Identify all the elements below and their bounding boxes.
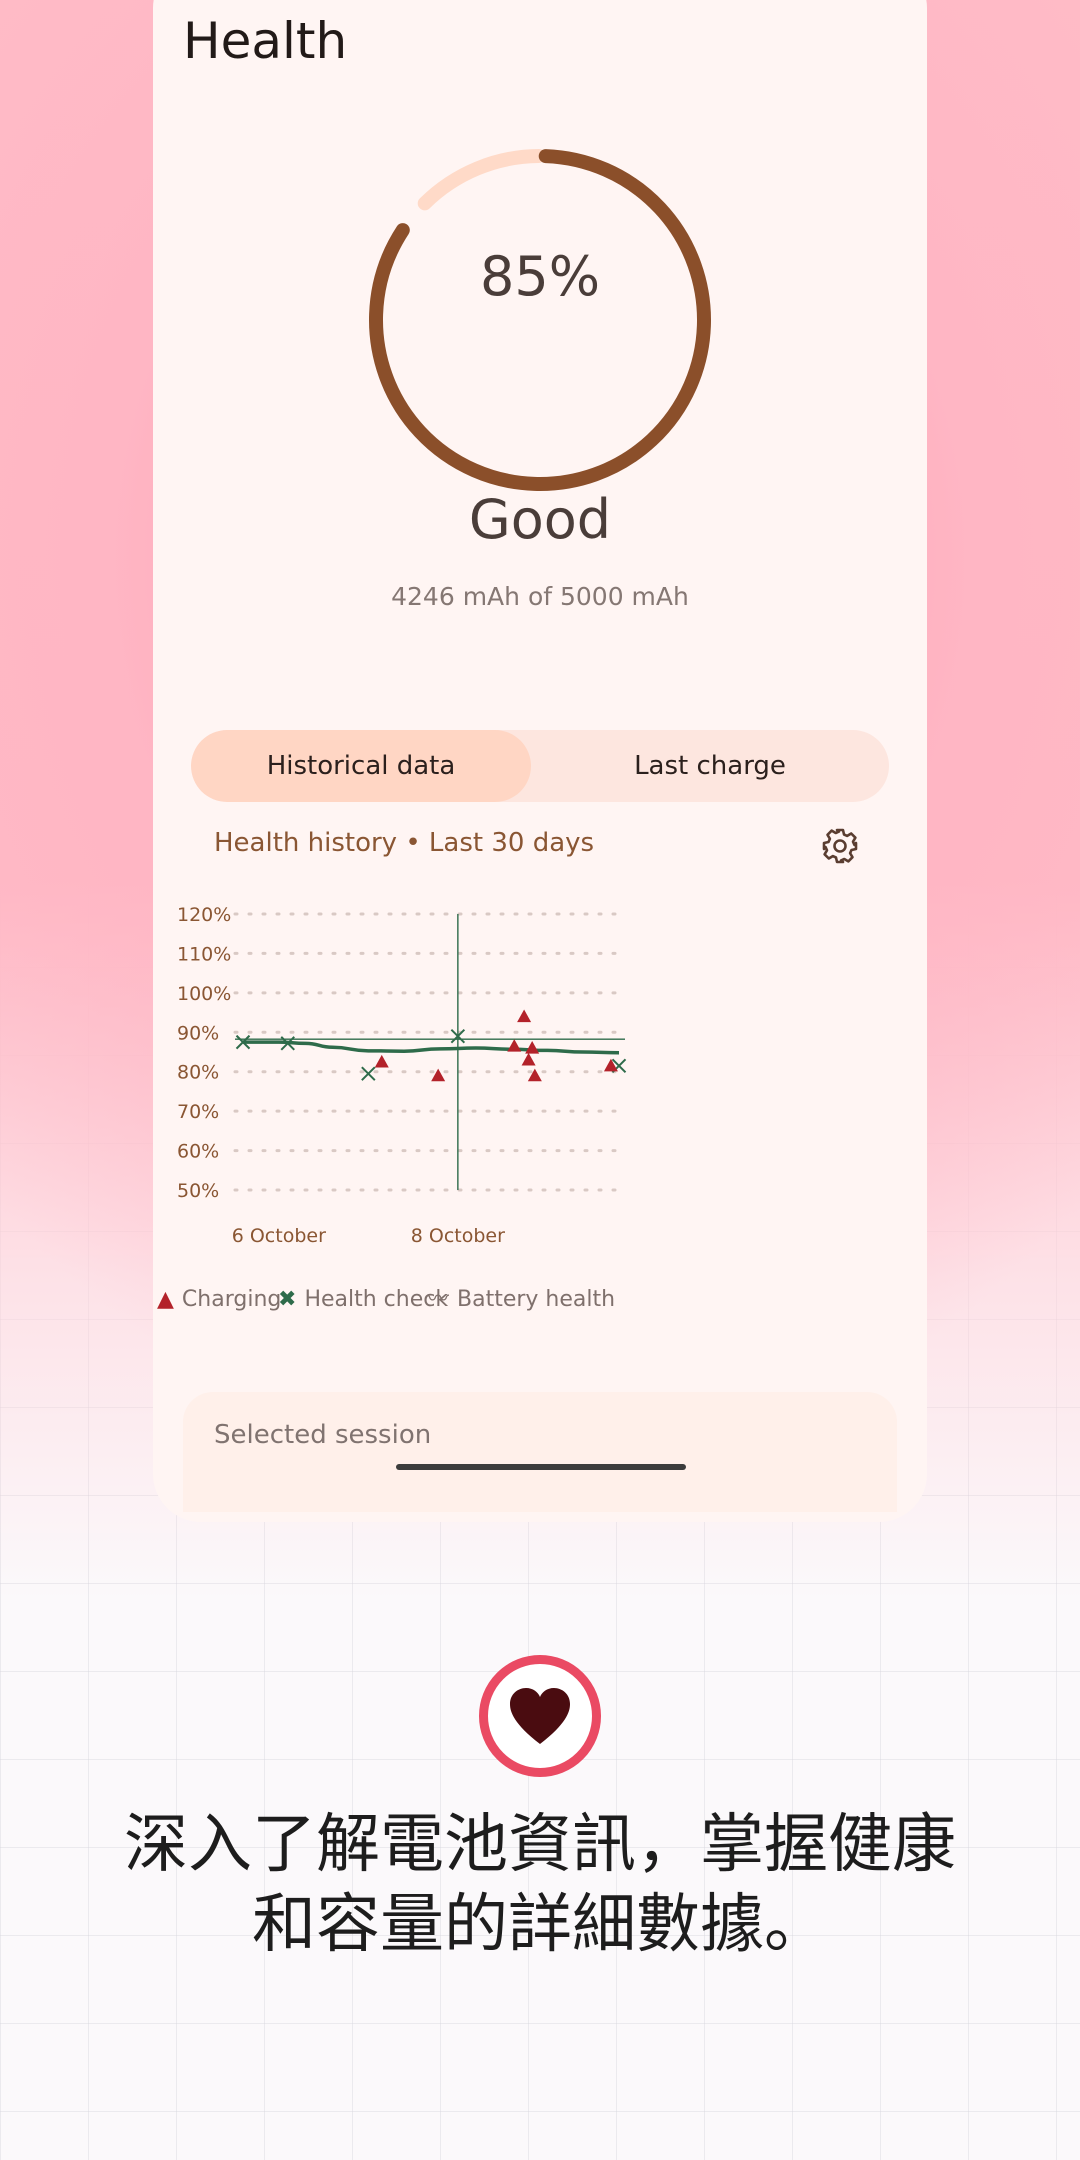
y-tick-label: 50%: [177, 1180, 219, 1202]
health-status: Good: [468, 488, 612, 551]
legend-charging-label: Charging: [181, 1287, 282, 1312]
caption-line-2: 和容量的詳細數據。: [252, 1888, 828, 1962]
battery-health-line: [243, 1040, 620, 1055]
gear-icon[interactable]: [820, 826, 860, 866]
chart-legend: ▲ Charging ✖ Health check 〰 Battery health: [153, 1282, 927, 1318]
legend-health-check: ✖ Health check: [278, 1282, 448, 1318]
charging-point: [517, 1009, 532, 1023]
charging-point: [603, 1058, 618, 1072]
charging-point: [431, 1068, 446, 1082]
legend-battery-health: 〰 Battery health: [427, 1282, 615, 1318]
wave-icon: 〰: [427, 1287, 450, 1312]
health-check-point: [280, 1036, 295, 1051]
charging-point: [521, 1052, 536, 1066]
legend-battery-health-label: Battery health: [457, 1287, 616, 1312]
health-history-chart: 120% 110% 100% 90% 80% 70% 60% 50% 6 October 8 Oc…: [177, 904, 627, 1247]
gauge-fill: [369, 148, 711, 491]
heart-icon: [510, 1688, 570, 1744]
health-check-point: [235, 1034, 251, 1050]
x-tick-label: 8 October: [411, 1225, 505, 1247]
tab-last-charge[interactable]: Last charge: [634, 751, 786, 781]
y-tick-label: 70%: [177, 1101, 219, 1123]
y-tick-label: 60%: [177, 1141, 219, 1163]
triangle-icon: ▲: [157, 1287, 174, 1312]
capacity-text: 4246 mAh of 5000 mAh: [391, 582, 689, 611]
selected-session-card[interactable]: Selected session: [183, 1392, 897, 1512]
y-tick-label: 100%: [177, 983, 231, 1005]
marketing-caption: 深入了解電池資訊，掌握健康 和容量的詳細數據。: [60, 1805, 1020, 1965]
y-tick-label: 80%: [177, 1062, 219, 1084]
phone-screen: Health 85% Good 4246 mAh of 5000 mAh His…: [153, 0, 927, 1522]
heart-badge: [479, 1655, 601, 1777]
y-tick-label: 120%: [177, 904, 231, 926]
chart-title: Health history • Last 30 days: [214, 828, 595, 858]
charging-point: [507, 1039, 522, 1052]
tab-historical-data[interactable]: Historical data: [191, 730, 531, 802]
caption-line-1: 深入了解電池資訊，掌握健康: [124, 1808, 956, 1882]
page-title: Health: [183, 12, 348, 70]
gauge-track: [369, 149, 711, 491]
selected-session-label: Selected session: [214, 1420, 432, 1450]
charging-point: [527, 1068, 542, 1082]
view-toggle: Historical data Last charge: [191, 730, 889, 802]
y-tick-label: 90%: [177, 1022, 219, 1044]
home-indicator[interactable]: [396, 1464, 686, 1470]
legend-health-check-label: Health check: [304, 1287, 449, 1312]
charging-point: [525, 1041, 540, 1054]
health-percentage: 85%: [479, 245, 601, 308]
legend-charging: ▲ Charging: [157, 1282, 281, 1318]
y-tick-label: 110%: [177, 943, 231, 965]
cross-icon: ✖: [278, 1287, 297, 1312]
health-check-point: [450, 1029, 466, 1044]
health-gauge: [369, 148, 711, 491]
x-tick-label: 6 October: [232, 1225, 326, 1247]
charging-point: [374, 1054, 389, 1068]
health-check-point: [361, 1066, 376, 1081]
